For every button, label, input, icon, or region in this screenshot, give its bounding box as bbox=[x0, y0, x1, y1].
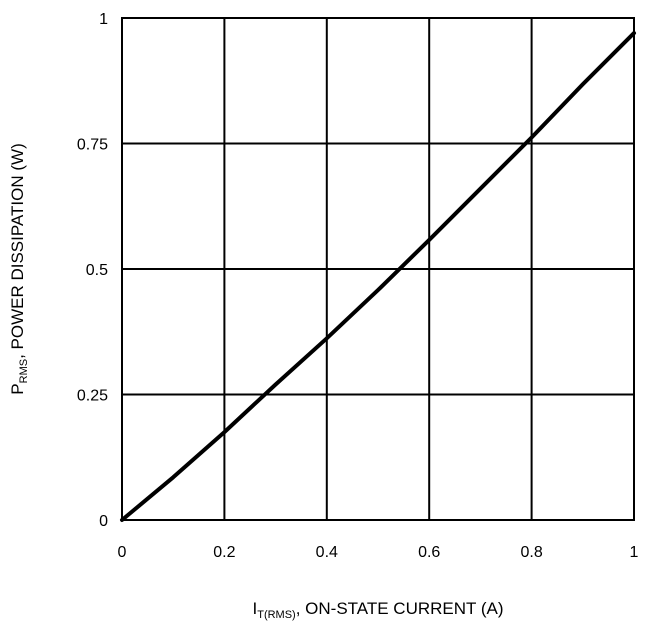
y-tick-labels: 0 0.25 0.5 0.75 1 bbox=[77, 11, 108, 530]
x-tick-label: 1 bbox=[630, 544, 639, 561]
y-axis-label-rest: , POWER DISSIPATION (W) bbox=[8, 143, 27, 359]
plot-frame bbox=[121, 17, 635, 521]
y-tick-label: 0.25 bbox=[77, 388, 108, 405]
grid bbox=[121, 17, 635, 521]
y-tick-label: 0.75 bbox=[77, 137, 108, 154]
y-tick-label: 0 bbox=[99, 513, 108, 530]
x-tick-label: 0.8 bbox=[520, 544, 542, 561]
series-line bbox=[120, 31, 636, 522]
x-tick-labels: 0 0.2 0.4 0.6 0.8 1 bbox=[118, 544, 639, 561]
x-axis-label-main: I bbox=[252, 599, 257, 618]
x-tick-label: 0.2 bbox=[213, 544, 235, 561]
x-tick-label: 0 bbox=[118, 544, 127, 561]
x-axis-label-rest: , ON-STATE CURRENT (A) bbox=[296, 599, 504, 618]
y-axis-label: PRMS, POWER DISSIPATION (W) bbox=[8, 143, 30, 394]
x-tick-label: 0.6 bbox=[418, 544, 440, 561]
y-tick-label: 1 bbox=[99, 11, 108, 28]
y-axis-label-sub: RMS bbox=[18, 359, 30, 383]
x-axis-label-sub: T(RMS) bbox=[257, 609, 296, 621]
y-axis-label-main: P bbox=[8, 383, 27, 394]
y-tick-label: 0.5 bbox=[86, 262, 108, 279]
series-group bbox=[120, 31, 636, 522]
x-tick-label: 0.4 bbox=[316, 544, 338, 561]
x-axis-label: IT(RMS), ON-STATE CURRENT (A) bbox=[252, 599, 503, 621]
